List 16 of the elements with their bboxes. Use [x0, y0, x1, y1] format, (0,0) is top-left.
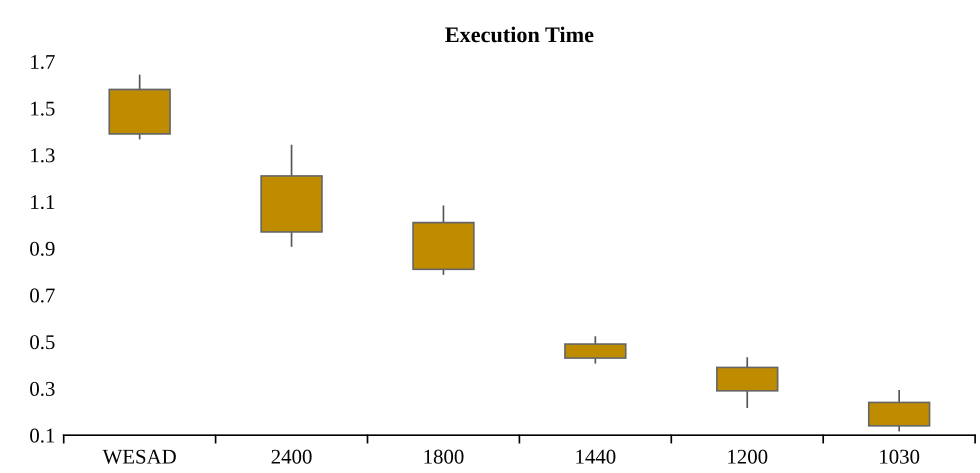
x-tick-label: 1200 [728, 450, 768, 464]
x-tick-label: 2400 [272, 450, 312, 464]
y-tick-label: 1.3 [31, 148, 55, 162]
x-tick-label: WESAD [102, 450, 176, 464]
x-tick-label: 1030 [880, 450, 920, 464]
y-tick-label: 0.3 [30, 382, 55, 396]
y-tick-label: 0.5 [30, 335, 55, 350]
x-tick-label: 1440 [576, 450, 616, 464]
y-tick-label: 1.7 [31, 54, 55, 70]
y-tick-label: 1.1 [31, 195, 54, 210]
y-tick-label: 0.1 [30, 428, 54, 443]
chart-title: Execution Time [445, 26, 594, 42]
y-tick-label: 0.7 [30, 288, 55, 303]
x-tick-label: 1800 [424, 450, 464, 464]
y-tick-label: 0.9 [30, 242, 55, 256]
y-tick-label: 1.5 [31, 102, 55, 116]
